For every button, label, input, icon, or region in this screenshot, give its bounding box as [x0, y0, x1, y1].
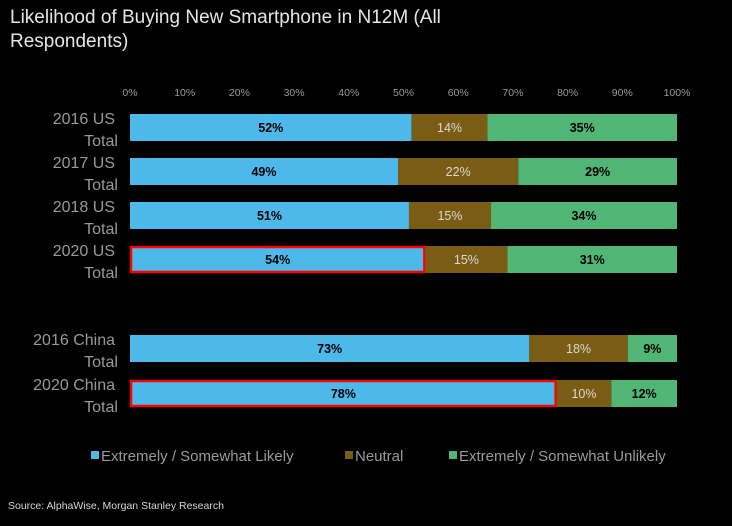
x-tick-label: 90%	[612, 87, 633, 99]
data-label: 49%	[251, 165, 276, 179]
category-label: Total	[84, 354, 118, 371]
data-label: 15%	[437, 209, 462, 223]
data-label: 73%	[317, 342, 342, 356]
data-label: 78%	[331, 387, 356, 401]
bar-segment	[487, 114, 677, 141]
bar-segment	[398, 158, 519, 185]
bar-segment	[411, 114, 488, 141]
bar-segment	[130, 202, 409, 229]
category-label: 2020 China	[33, 377, 115, 394]
x-tick-label: 70%	[502, 87, 523, 99]
bar-segment	[491, 202, 677, 229]
bar-segment	[425, 246, 508, 273]
data-label: 35%	[570, 121, 595, 135]
highlight-box	[129, 379, 557, 408]
bar-segment	[130, 380, 557, 407]
source-note: Source: AlphaWise, Morgan Stanley Resear…	[8, 500, 224, 512]
category-label: Total	[84, 399, 118, 416]
bar-segment	[130, 158, 399, 185]
chart-title: Likelihood of Buying New Smartphone in N…	[10, 7, 441, 52]
legend-swatch	[345, 451, 353, 459]
category-label: Total	[84, 221, 118, 238]
x-tick-label: 10%	[174, 87, 195, 99]
bar-segment	[611, 380, 677, 407]
category-label: Total	[84, 133, 118, 150]
bar-segment	[130, 114, 412, 141]
category-label: 2016 China	[33, 332, 115, 349]
bar-segment	[556, 380, 612, 407]
bar-segment	[518, 158, 677, 185]
x-tick-label: 100%	[664, 87, 691, 99]
bar-segment	[507, 246, 677, 273]
category-label: Total	[84, 265, 118, 282]
category-label: 2020 US	[53, 243, 115, 260]
x-tick-label: 50%	[393, 87, 414, 99]
bar-segment	[627, 335, 677, 362]
data-label: 54%	[265, 253, 290, 267]
bar-segment	[130, 335, 530, 362]
data-label: 9%	[643, 342, 661, 356]
data-label: 34%	[571, 209, 596, 223]
x-tick-label: 30%	[284, 87, 305, 99]
x-tick-label: 0%	[122, 87, 137, 99]
data-label: 15%	[454, 253, 479, 267]
category-label: 2017 US	[53, 155, 115, 172]
data-label: 29%	[585, 165, 610, 179]
bar-segment	[529, 335, 628, 362]
category-label: Total	[84, 177, 118, 194]
data-label: 22%	[446, 165, 471, 179]
category-label: 2016 US	[53, 111, 115, 128]
x-tick-label: 80%	[557, 87, 578, 99]
legend-swatch	[449, 451, 457, 459]
data-label: 18%	[566, 342, 591, 356]
x-tick-label: 40%	[338, 87, 359, 99]
legend-label: Extremely / Somewhat Likely	[101, 448, 294, 465]
legend-label: Neutral	[355, 448, 403, 465]
legend-swatch	[91, 451, 99, 459]
bar-segment	[130, 246, 426, 273]
data-label: 12%	[632, 387, 657, 401]
data-label: 51%	[257, 209, 282, 223]
category-label: 2018 US	[53, 199, 115, 216]
bar-segment	[408, 202, 492, 229]
x-tick-label: 20%	[229, 87, 250, 99]
data-label: 10%	[571, 387, 596, 401]
x-tick-label: 60%	[448, 87, 469, 99]
data-label: 52%	[258, 121, 283, 135]
data-label: 14%	[437, 121, 462, 135]
highlight-box	[129, 245, 426, 274]
data-label: 31%	[580, 253, 605, 267]
legend-label: Extremely / Somewhat Unlikely	[459, 448, 666, 465]
